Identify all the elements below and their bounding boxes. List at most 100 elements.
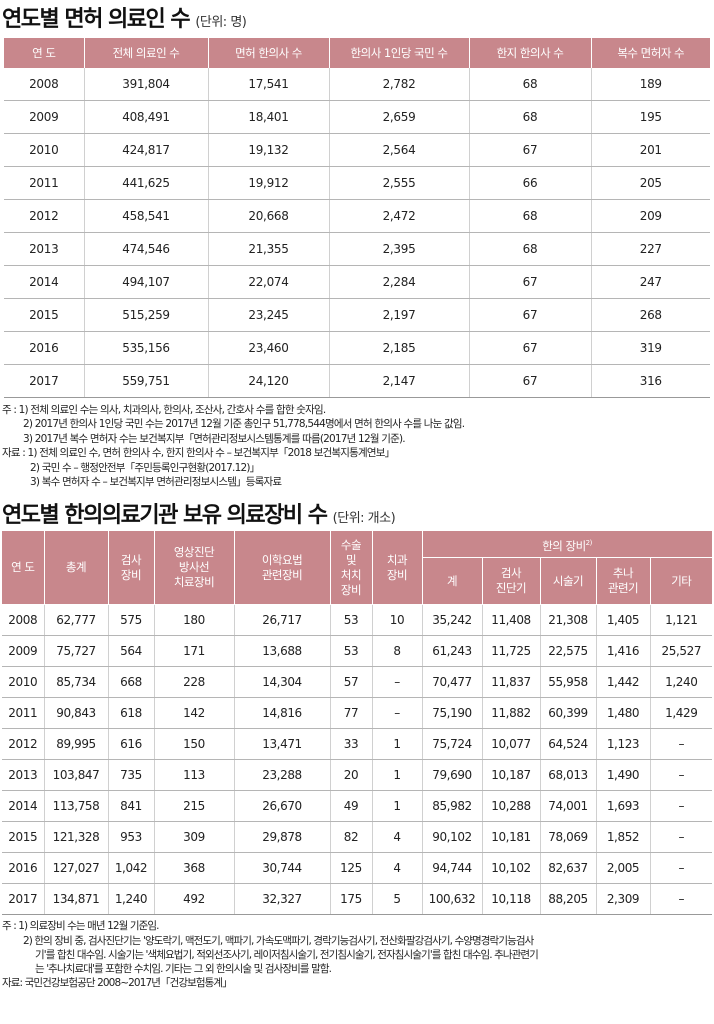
table-cell: 68 <box>469 232 592 266</box>
table-cell: 2016 <box>2 852 45 885</box>
table-cell: 14,304 <box>234 666 331 699</box>
table-cell: 125 <box>330 852 373 885</box>
table-cell: 134,871 <box>44 883 109 916</box>
table-cell: 2014 <box>4 265 85 299</box>
table-cell: 68 <box>469 100 592 134</box>
table-row: 2009 408,491 18,401 2,659 68 195 <box>4 100 710 134</box>
table-cell: 2011 <box>2 697 45 730</box>
table-cell: 424,817 <box>84 133 209 167</box>
table-cell: 70,477 <box>422 666 483 699</box>
table-cell: 2,197 <box>329 298 470 332</box>
table-cell: 1,123 <box>596 728 651 761</box>
table-cell: 2009 <box>4 100 85 134</box>
note-line: 3) 복수 면허자 수 – 보건복지부 면허관리정보시스템」등록자료 <box>30 476 282 489</box>
table-row: 2014 494,107 22,074 2,284 67 247 <box>4 265 710 299</box>
table-cell: 1 <box>372 759 423 792</box>
table-row: 2008 391,804 17,541 2,782 68 189 <box>4 68 710 101</box>
table-cell: 17,541 <box>208 68 330 101</box>
header-dental: 치과 장비 <box>372 531 423 606</box>
table-cell: 458,541 <box>84 199 209 233</box>
table-cell: 2,005 <box>596 852 651 885</box>
table-cell: 368 <box>154 852 235 885</box>
table-cell: – <box>372 697 423 730</box>
table-row: 2013 474,546 21,355 2,395 68 227 <box>4 232 710 266</box>
table-cell: 189 <box>591 68 710 101</box>
table1-header-cell: 복수 면허자 수 <box>591 38 710 68</box>
table-cell: 2013 <box>2 759 45 792</box>
table-cell: 29,878 <box>234 821 331 854</box>
table-cell: 1,121 <box>650 604 713 637</box>
header-year: 연 도 <box>2 531 45 606</box>
table-cell: 89,995 <box>44 728 109 761</box>
table-cell: 2,564 <box>329 133 470 167</box>
table-cell: 2015 <box>2 821 45 854</box>
table-cell: 2013 <box>4 232 85 266</box>
table-cell: 228 <box>154 666 235 699</box>
table-cell: 1,693 <box>596 790 651 823</box>
table-cell: 1 <box>372 790 423 823</box>
table-cell: 2017 <box>4 364 85 398</box>
table-cell: 55,958 <box>540 666 597 699</box>
table-cell: 14,816 <box>234 697 331 730</box>
table-cell: 100,632 <box>422 883 483 916</box>
table-cell: 61,243 <box>422 635 483 668</box>
table-cell: 88,205 <box>540 883 597 916</box>
header-total: 총계 <box>44 531 109 606</box>
table-cell: 10,102 <box>482 852 541 885</box>
table-cell: 78,069 <box>540 821 597 854</box>
table-cell: 67 <box>469 133 592 167</box>
table-cell: 23,460 <box>208 331 330 365</box>
table-cell: 62,777 <box>44 604 109 637</box>
table-cell: 75,190 <box>422 697 483 730</box>
header-herbal-chuna: 추나 관련기 <box>596 557 651 606</box>
table-cell: 26,670 <box>234 790 331 823</box>
table1-header-cell: 연 도 <box>4 38 85 68</box>
table-cell: 68,013 <box>540 759 597 792</box>
header-herbal-group: 한의 장비2) <box>422 531 713 559</box>
table-cell: 127,027 <box>44 852 109 885</box>
table-cell: 21,355 <box>208 232 330 266</box>
table-cell: 142 <box>154 697 235 730</box>
table-cell: 150 <box>154 728 235 761</box>
table-cell: 68 <box>469 68 592 101</box>
table-cell: 10,288 <box>482 790 541 823</box>
table-cell: 1 <box>372 728 423 761</box>
table-cell: 10,181 <box>482 821 541 854</box>
table-cell: 2,472 <box>329 199 470 233</box>
table-cell: 82 <box>330 821 373 854</box>
table2-unit: (단위: 개소) <box>332 511 396 527</box>
table-cell: 1,490 <box>596 759 651 792</box>
table1-header-cell: 한의사 1인당 국민 수 <box>329 38 470 68</box>
table-cell: 841 <box>108 790 155 823</box>
header-herbal-other: 기타 <box>650 557 713 606</box>
table-cell: 67 <box>469 331 592 365</box>
table-cell: 22,074 <box>208 265 330 299</box>
note-line: 2) 2017년 한의사 1인당 국민 수는 2017년 12월 기준 총인구 … <box>23 418 465 431</box>
table-row: 2012 458,541 20,668 2,472 68 209 <box>4 199 710 233</box>
table-cell: 2,284 <box>329 265 470 299</box>
table-cell: – <box>650 759 713 792</box>
table-cell: 494,107 <box>84 265 209 299</box>
table-row: 2009 75,727 564 171 13,688 53 8 61,243 11,725 22,… <box>2 635 713 668</box>
table-row: 2011 90,843 618 142 14,816 77–75,190 11,882 60,… <box>2 697 713 730</box>
table1-notes: 주 : 1) 전체 의료인 수는 의사, 치과의사, 한의사, 조산사, 간호사… <box>2 403 714 489</box>
table-cell: 618 <box>108 697 155 730</box>
note-line: 3) 2017년 복수 면허자 수는 보건복지부「면허관리정보시스템통계를 따름… <box>23 432 406 445</box>
table-cell: 2014 <box>2 790 45 823</box>
table-row: 2014 113,758 841 215 26,670 49 1 85,982 10,288 74… <box>2 790 713 823</box>
note-line: 자료 : 1) 전체 의료인 수, 면허 한의사 수, 한지 한의사 수 – 보… <box>2 447 395 460</box>
table-cell: 2,395 <box>329 232 470 266</box>
header-herbal-sum: 계 <box>422 557 483 606</box>
table-cell: 8 <box>372 635 423 668</box>
table-cell: 11,725 <box>482 635 541 668</box>
table-cell: 1,480 <box>596 697 651 730</box>
table-cell: 67 <box>469 364 592 398</box>
table-cell: 18,401 <box>208 100 330 134</box>
table-cell: 1,042 <box>108 852 155 885</box>
table-cell: 2009 <box>2 635 45 668</box>
table-cell: 10,187 <box>482 759 541 792</box>
table-cell: 2,147 <box>329 364 470 398</box>
table-cell: 616 <box>108 728 155 761</box>
table-cell: 13,471 <box>234 728 331 761</box>
table-row: 2010 424,817 19,132 2,564 67 201 <box>4 133 710 167</box>
